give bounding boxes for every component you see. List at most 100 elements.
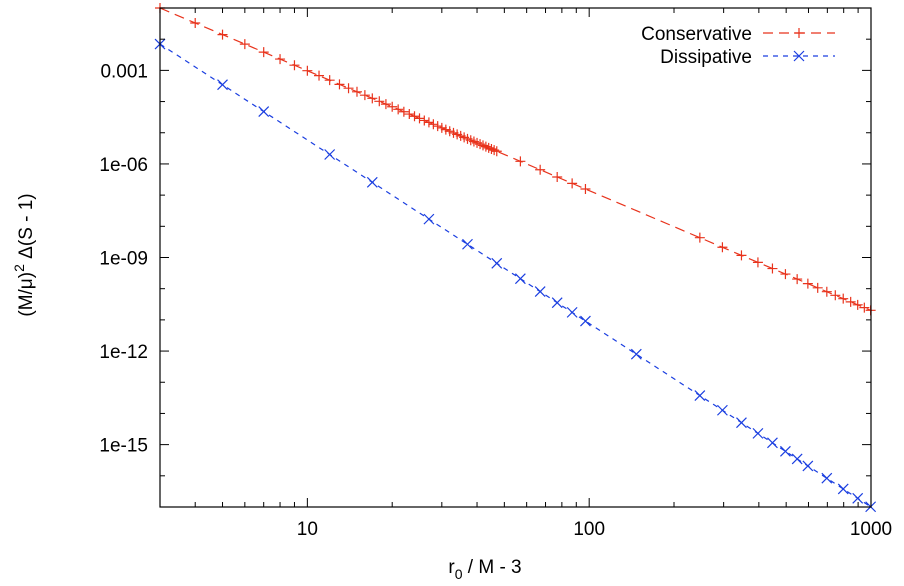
data-point bbox=[535, 164, 546, 175]
data-point bbox=[324, 75, 335, 86]
data-point bbox=[423, 117, 434, 128]
data-point bbox=[217, 79, 228, 91]
data-point bbox=[217, 29, 228, 40]
data-point bbox=[821, 472, 833, 484]
data-point bbox=[837, 483, 849, 495]
x-tick-label: 100 bbox=[573, 519, 605, 540]
data-point bbox=[462, 238, 473, 250]
data-point bbox=[630, 348, 642, 360]
data-point bbox=[380, 99, 391, 110]
data-point bbox=[792, 274, 803, 285]
x-axis-label: r0 / M - 3 bbox=[448, 557, 521, 582]
data-point bbox=[566, 306, 578, 318]
data-point bbox=[515, 156, 526, 167]
data-point bbox=[393, 104, 404, 115]
data-point bbox=[436, 122, 447, 133]
series-line bbox=[159, 43, 872, 508]
data-point bbox=[491, 257, 503, 269]
data-point bbox=[838, 293, 849, 304]
y-tick-label: 1e-09 bbox=[99, 249, 148, 270]
data-point bbox=[314, 70, 325, 81]
data-point bbox=[717, 242, 728, 253]
y-tick-label: 1e-06 bbox=[99, 155, 148, 176]
x-tick-label: 1000 bbox=[850, 519, 892, 540]
data-point bbox=[409, 111, 420, 122]
data-point bbox=[852, 492, 864, 504]
y-axis-label-rest: Δ(S - 1) bbox=[16, 193, 37, 264]
data-point bbox=[239, 39, 250, 50]
x-tick-label: 10 bbox=[297, 519, 318, 540]
data-point bbox=[567, 178, 578, 189]
data-point bbox=[414, 113, 425, 124]
data-point bbox=[190, 17, 201, 28]
data-point bbox=[302, 65, 313, 76]
x-axis-label-subscript: 0 bbox=[455, 566, 463, 582]
data-point bbox=[767, 263, 778, 274]
legend-label-dissipative: Dissipative bbox=[660, 47, 752, 68]
data-point bbox=[275, 54, 286, 65]
data-point bbox=[359, 90, 370, 101]
data-point bbox=[289, 60, 300, 71]
data-point bbox=[716, 404, 728, 416]
data-point bbox=[736, 417, 747, 429]
y-axis-label-main: (M/μ) bbox=[16, 272, 37, 317]
data-point bbox=[387, 101, 398, 112]
series-dissipative bbox=[154, 38, 877, 513]
data-point bbox=[694, 390, 706, 401]
y-tick-label: 0.001 bbox=[100, 61, 148, 82]
data-point bbox=[404, 109, 415, 120]
data-point bbox=[258, 47, 269, 58]
data-point bbox=[491, 146, 502, 157]
y-tick-label: 1e-15 bbox=[99, 436, 148, 457]
data-point bbox=[552, 171, 563, 182]
data-point bbox=[489, 145, 500, 156]
data-point bbox=[374, 96, 385, 107]
series-layer bbox=[154, 3, 877, 513]
data-point bbox=[432, 121, 443, 132]
data-point bbox=[852, 299, 863, 310]
data-point bbox=[780, 445, 791, 457]
legend-label-conservative: Conservative bbox=[641, 24, 752, 45]
data-point bbox=[551, 297, 563, 309]
plot-frame bbox=[159, 7, 872, 508]
data-point bbox=[428, 119, 439, 130]
y-axis-label: (M/μ)2 Δ(S - 1) bbox=[11, 193, 37, 316]
data-point bbox=[366, 176, 378, 188]
data-point bbox=[343, 83, 354, 94]
data-point bbox=[486, 144, 497, 155]
data-point bbox=[534, 286, 546, 297]
data-point bbox=[580, 184, 591, 195]
series-conservative bbox=[155, 3, 876, 316]
data-point bbox=[802, 278, 813, 289]
data-point bbox=[752, 257, 763, 268]
data-point bbox=[802, 460, 814, 472]
data-point bbox=[580, 315, 591, 327]
data-point bbox=[791, 453, 803, 465]
x-axis-label-main: r bbox=[448, 557, 455, 578]
data-point bbox=[334, 79, 345, 90]
data-point bbox=[423, 213, 435, 225]
data-point bbox=[258, 106, 270, 117]
data-point bbox=[398, 106, 409, 117]
legend-marker-dissipative bbox=[793, 50, 805, 62]
data-point bbox=[419, 115, 430, 126]
data-point bbox=[821, 286, 832, 297]
series-line bbox=[159, 7, 872, 312]
data-point bbox=[859, 302, 870, 313]
data-point bbox=[324, 149, 336, 160]
data-point bbox=[780, 269, 791, 280]
data-point bbox=[845, 296, 856, 307]
data-point bbox=[736, 250, 747, 261]
data-point bbox=[752, 427, 764, 439]
data-point bbox=[514, 273, 526, 285]
data-point bbox=[694, 232, 705, 243]
data-point bbox=[812, 282, 823, 293]
data-point bbox=[367, 93, 378, 104]
data-point bbox=[351, 86, 362, 97]
data-point bbox=[830, 290, 841, 301]
y-tick-label: 1e-12 bbox=[99, 342, 148, 363]
ticks-layer: 10 100 1000 0.001 1e-06 1e-09 1e-12 1e-15 bbox=[99, 7, 892, 540]
legend-marker-conservative bbox=[794, 28, 804, 38]
